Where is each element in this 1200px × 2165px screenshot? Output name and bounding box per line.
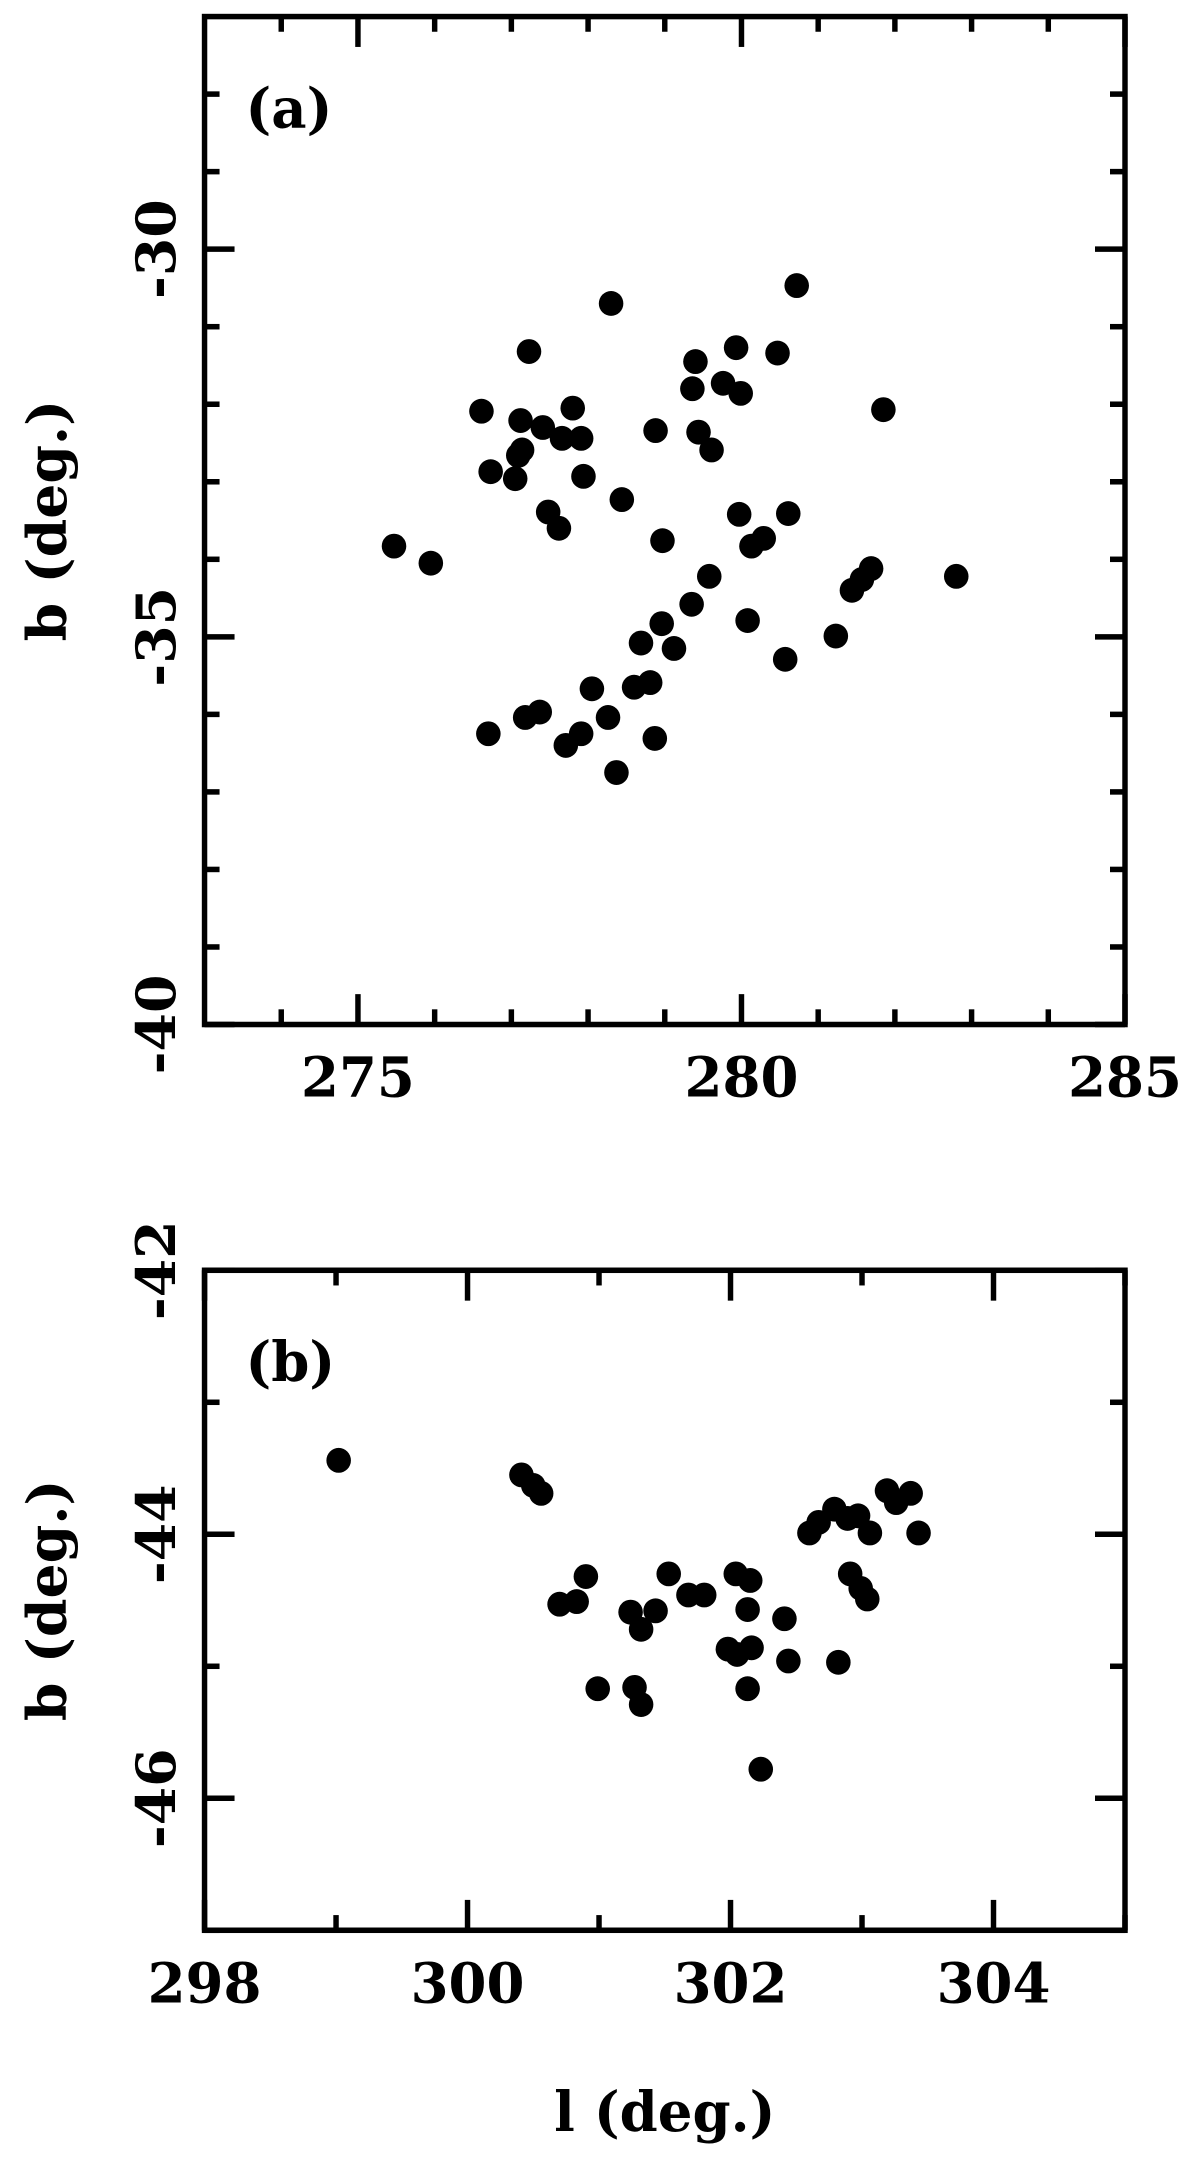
data-point [469, 398, 494, 424]
data-point [573, 1564, 599, 1589]
data-point [476, 721, 501, 747]
data-point [381, 533, 407, 559]
x-tick-label: 280 [685, 1044, 799, 1109]
data-point [739, 1635, 764, 1661]
data-point [628, 1616, 654, 1642]
data-point [549, 425, 575, 451]
y-axis-label: b (deg.) [14, 1479, 79, 1721]
data-point [585, 1676, 610, 1702]
data-point [595, 705, 621, 730]
y-axis-label: b (deg.) [14, 400, 79, 642]
data-point [699, 437, 724, 463]
data-point [683, 349, 708, 375]
data-point [686, 419, 711, 445]
data-point [723, 335, 749, 361]
data-point [871, 397, 896, 423]
x-axis-label: l (deg.) [554, 2079, 775, 2144]
data-point [735, 608, 760, 633]
data-point [943, 563, 969, 589]
data-point [735, 1676, 760, 1702]
plot-frame [201, 13, 1128, 1028]
data-point [776, 1648, 801, 1674]
x-tick-label: 304 [937, 1950, 1051, 2015]
data-point [546, 515, 572, 541]
data-point [737, 1568, 763, 1593]
data-point [527, 699, 553, 725]
data-point [609, 487, 635, 513]
data-point [628, 1692, 654, 1717]
data-point [855, 1586, 880, 1612]
data-point [642, 725, 668, 751]
data-point [516, 339, 542, 364]
data-point [478, 459, 503, 485]
data-point [696, 563, 722, 589]
y-tick-label: -40 [123, 975, 188, 1075]
y-tick-label: -42 [123, 1220, 188, 1320]
data-point [502, 466, 528, 492]
data-point [656, 1561, 681, 1587]
data-point [775, 501, 801, 526]
data-point [661, 636, 687, 661]
data-point [579, 676, 605, 702]
data-point [508, 408, 533, 433]
y-tick-label: -46 [123, 1748, 188, 1848]
x-tick-label: 298 [148, 1950, 262, 2015]
data-point [650, 528, 675, 554]
data-point [772, 646, 798, 672]
data-point [649, 611, 674, 637]
data-point [568, 721, 594, 747]
data-point [906, 1520, 931, 1546]
x-tick-label: 302 [674, 1950, 788, 2015]
panel-label: (b) [245, 1329, 335, 1394]
data-point [604, 760, 629, 785]
data-point [637, 670, 663, 696]
data-point [418, 550, 444, 576]
data-point [735, 1597, 760, 1622]
data-point [765, 340, 790, 366]
data-point [564, 1589, 589, 1615]
data-point [326, 1447, 351, 1473]
x-tick-label: 300 [411, 1950, 525, 2015]
data-point [726, 501, 752, 527]
data-point [560, 395, 585, 421]
data-point [568, 425, 594, 451]
x-tick-label: 275 [301, 1044, 415, 1109]
data-point [823, 623, 849, 649]
data-point [728, 380, 753, 406]
panel-label: (a) [245, 75, 332, 140]
data-point [528, 1480, 554, 1506]
data-point [628, 630, 654, 656]
data-point [571, 463, 596, 489]
data-point [530, 415, 556, 440]
y-tick-label: -44 [123, 1484, 188, 1584]
y-tick-label: -35 [123, 587, 188, 687]
data-point [691, 1582, 717, 1608]
data-point [751, 525, 776, 551]
data-point [509, 437, 535, 463]
data-point [598, 291, 624, 316]
data-point [898, 1480, 923, 1506]
data-point [772, 1606, 797, 1632]
data-point [748, 1756, 774, 1782]
data-point [857, 1520, 883, 1546]
plot-frame [201, 1267, 1128, 1934]
data-point [679, 591, 704, 617]
data-point [643, 418, 668, 444]
x-tick-label: 285 [1068, 1044, 1182, 1109]
data-point [784, 273, 809, 299]
data-point [858, 556, 884, 582]
y-tick-label: -30 [123, 199, 188, 299]
data-point [826, 1649, 851, 1675]
data-point [643, 1598, 668, 1624]
data-point [680, 376, 705, 402]
